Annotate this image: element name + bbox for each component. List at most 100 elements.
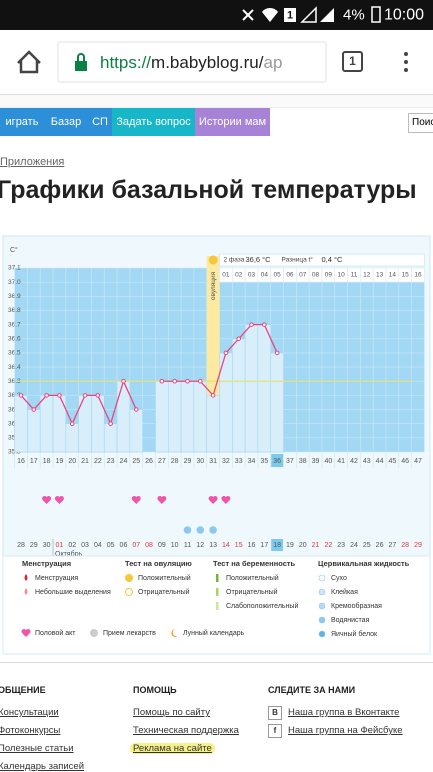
phase-day: 15 (402, 272, 410, 279)
footer-link[interactable]: Наша группа на Фейсбуке (288, 725, 403, 736)
phase-day: 14 (389, 272, 397, 279)
intercourse-heart (131, 496, 141, 504)
date-label: 23 (337, 542, 345, 549)
menu-dot[interactable] (404, 68, 408, 72)
footer-link[interactable]: Календарь записей (0, 761, 85, 772)
y-unit: C° (10, 246, 18, 254)
phase-day: 16 (414, 272, 422, 279)
x-tick-label: 25 (132, 458, 140, 465)
tabs-button[interactable] (342, 51, 363, 72)
temp-column (180, 380, 195, 453)
date-label: 11 (184, 542, 191, 549)
x-tick-label: 36 (273, 458, 281, 465)
temp-point (223, 350, 229, 356)
x-tick-label: 39 (312, 458, 320, 465)
url[interactable]: https://m.babyblog.ru/ap (100, 53, 282, 72)
x-tick-label: 19 (56, 458, 64, 465)
status-icons: 1 4% 10:00 (242, 6, 424, 24)
nav-item[interactable]: Базар (44, 108, 88, 136)
legend-icon (125, 588, 133, 596)
footer-link[interactable]: Полезные статьи (0, 743, 74, 754)
footer-link[interactable]: Консультации (0, 707, 59, 718)
temp-point (69, 421, 75, 426)
legend-item: Отрицательный (226, 588, 278, 596)
x-tick-label: 34 (248, 458, 256, 465)
battery-percent: 4% (343, 6, 365, 23)
x-tick-label: 45 (388, 458, 396, 465)
url-box[interactable] (57, 41, 327, 83)
date-label: 17 (260, 542, 268, 549)
temp-point (159, 378, 165, 384)
date-label: 18 (273, 542, 281, 549)
date-label: 08 (145, 542, 153, 549)
x-tick-label: 26 (145, 458, 153, 465)
date-label: 15 (235, 542, 243, 549)
footer-link[interactable]: Наша группа в Вконтакте (288, 707, 400, 718)
date-label: 22 (324, 542, 332, 549)
phase-day: 13 (376, 272, 384, 279)
header-strip (0, 95, 433, 108)
social-icon: f (268, 724, 282, 738)
date-label: 01 (56, 542, 64, 549)
intercourse-heart (208, 496, 218, 504)
footer-link[interactable]: Техническая поддержка (133, 725, 239, 736)
search-box[interactable]: Поис (408, 113, 433, 133)
legend-icon (21, 629, 31, 637)
x-tick-label: 41 (337, 458, 345, 465)
nav-item[interactable]: Истории мам (195, 108, 270, 136)
date-label: 20 (299, 542, 307, 549)
home-button[interactable] (17, 50, 41, 74)
time: 10:00 (384, 7, 424, 24)
temp-point (172, 378, 177, 384)
intercourse-heart (221, 496, 231, 504)
tabs-count: 1 (349, 54, 356, 68)
legend-group-title: Менструация (22, 559, 71, 568)
menu-dot[interactable] (404, 60, 408, 64)
url-scheme: https:// (100, 53, 151, 72)
date-label: 29 (30, 542, 38, 549)
battery-icon (371, 6, 381, 23)
x-tick-label: 17 (30, 458, 38, 465)
footer-link[interactable]: Фотоконкурсы (0, 725, 61, 736)
legend-item: Небольшие выделения (35, 588, 111, 596)
temp-column (206, 395, 220, 453)
temp-point (249, 322, 254, 327)
nav-item[interactable]: играть (0, 108, 44, 136)
nav-item[interactable]: Задать вопрос (112, 108, 195, 136)
legend-item: Водянистая (331, 617, 370, 624)
temp-column (65, 423, 79, 453)
temp-line (20, 323, 278, 426)
date-label: 27 (388, 542, 396, 549)
breadcrumb[interactable]: Приложения (0, 156, 65, 168)
fluid-dot (209, 526, 217, 534)
bluetooth-icon (242, 9, 254, 21)
temp-point (18, 393, 24, 398)
date-label: 04 (94, 542, 102, 549)
x-tick-label: 40 (324, 458, 332, 465)
phase-day: 09 (325, 272, 333, 279)
phase-day: 06 (286, 272, 294, 279)
footer-link[interactable]: Помощь по сайту (133, 707, 210, 718)
signal-2 (320, 8, 334, 22)
highlight-date (271, 539, 284, 551)
nav-item[interactable]: СП (88, 108, 112, 136)
menu-dot[interactable] (404, 52, 408, 56)
legend-item: Менструация (35, 575, 78, 582)
intercourse-heart (54, 496, 64, 504)
temp-column (244, 324, 259, 453)
x-tick-label: 44 (376, 458, 384, 465)
legend-icon (216, 574, 219, 582)
temp-column (14, 395, 28, 453)
legend-icon (24, 588, 28, 595)
footer-link[interactable]: Реклама на сайте (130, 743, 215, 754)
temp-point (44, 393, 49, 398)
temp-point (121, 378, 126, 384)
phase-temp: 36,6 °C (246, 255, 272, 264)
footer-title: ОБЩЕНИЕ (0, 685, 46, 695)
x-tick-label: 28 (171, 458, 179, 465)
date-label: 28 (401, 542, 409, 549)
temp-point (185, 378, 190, 384)
temp-point (95, 393, 101, 398)
phase-day: 05 (274, 272, 282, 279)
temp-column (167, 380, 182, 453)
